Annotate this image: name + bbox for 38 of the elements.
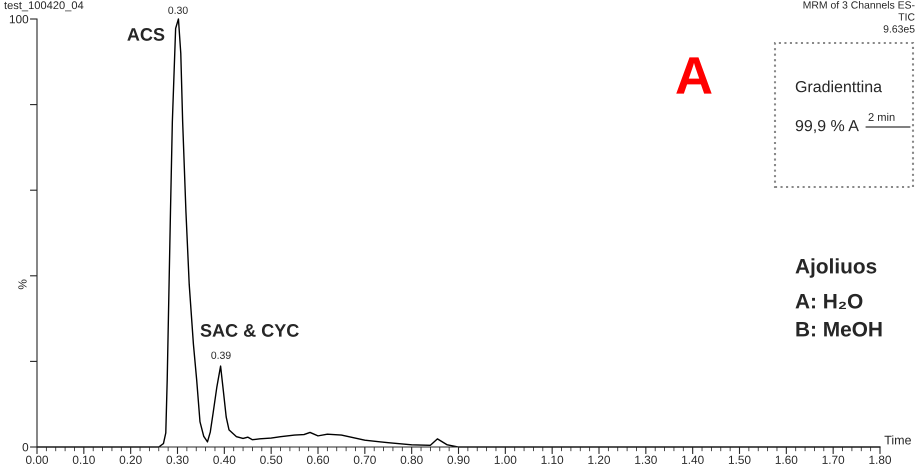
- annotation: Ajoliuos: [796, 258, 876, 278]
- annotation: 0.39: [211, 352, 231, 359]
- annotation: 99,9 % A: [796, 120, 859, 134]
- x-tick-label: 1.50: [728, 456, 751, 464]
- x-tick-label: 0.30: [166, 456, 189, 464]
- text: TIC: [898, 13, 915, 21]
- y-tick-label: 100: [10, 15, 28, 24]
- text: MRM of 3 Channels ES-: [804, 1, 915, 9]
- x-tick-label: 0.60: [306, 456, 330, 464]
- annotation: B: MeOH: [796, 322, 882, 337]
- x-tick-label: 1.10: [542, 456, 564, 464]
- x-tick-label: 1.40: [682, 456, 704, 464]
- annotation: SAC & CYC: [200, 324, 299, 337]
- x-tick-label: 0.00: [26, 456, 48, 464]
- annotation: Gradienttina: [796, 80, 882, 92]
- annotation: ACS: [127, 28, 164, 41]
- annotation: A: [676, 57, 712, 94]
- x-tick-label: 1.30: [635, 456, 657, 464]
- x-tick-label: 0.80: [400, 456, 423, 464]
- x-axis-title: Time: [884, 435, 911, 445]
- x-tick-label: 0.20: [120, 456, 142, 464]
- x-tick-label: 0.70: [354, 456, 376, 464]
- x-tick-label: 1.70: [822, 456, 844, 464]
- x-tick-label: 0.90: [447, 456, 470, 464]
- x-tick-label: 1.20: [588, 456, 610, 464]
- x-tick-label: 0.50: [260, 456, 282, 464]
- annotation: 2 min: [868, 112, 894, 121]
- x-tick-label: 1.00: [494, 456, 516, 464]
- x-tick-label: 0.40: [213, 456, 236, 464]
- y-axis-title: %: [18, 280, 27, 290]
- chart-title: test_100420_04: [4, 1, 84, 12]
- x-tick-label: 1.80: [869, 456, 892, 464]
- annotation: A: H₂O: [796, 294, 862, 310]
- text: 9.63e5: [884, 25, 915, 33]
- x-tick-label: 0.10: [72, 456, 95, 464]
- text: 0.30: [168, 6, 188, 14]
- x-tick-label: 1.60: [776, 456, 798, 464]
- y-tick-label: 0: [22, 443, 28, 452]
